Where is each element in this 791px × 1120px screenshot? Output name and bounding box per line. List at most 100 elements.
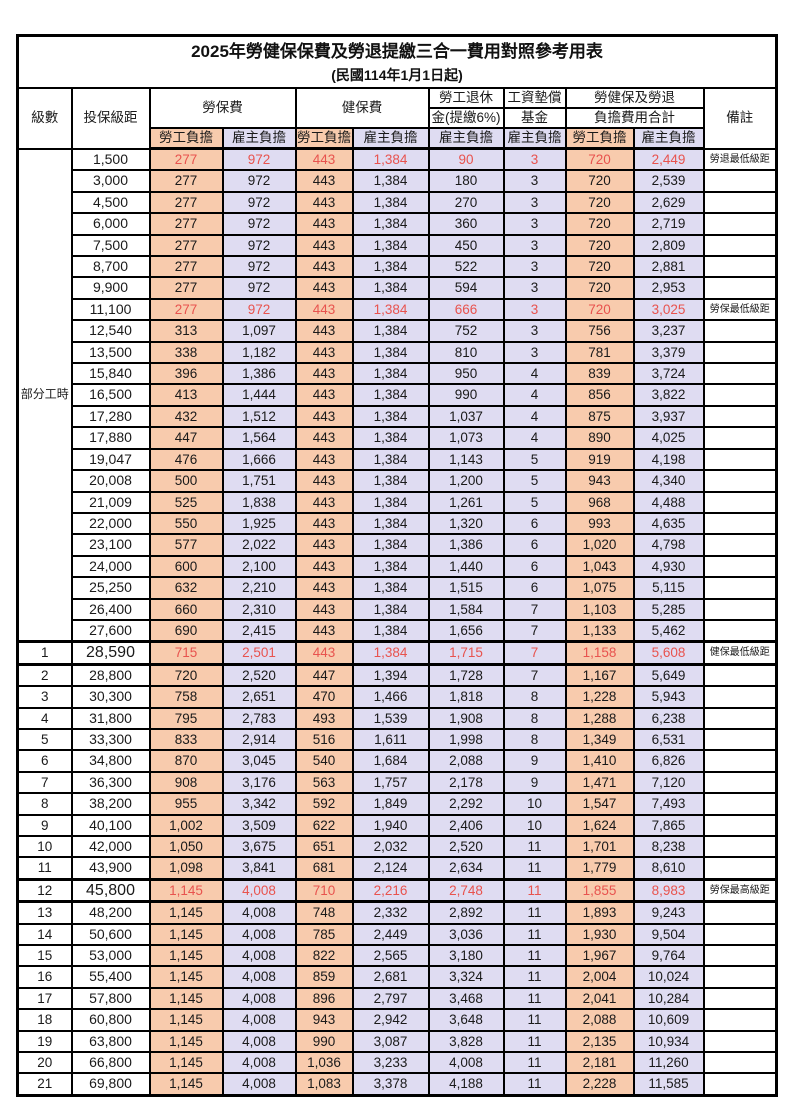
remark-cell bbox=[702, 533, 778, 557]
remark-cell bbox=[702, 276, 778, 300]
wage-fund-employer-cell: 11 bbox=[502, 1008, 567, 1032]
labor-fee-employee-cell: 550 bbox=[148, 511, 224, 536]
labor-fee-employee-cell: 1,145 bbox=[148, 900, 224, 925]
total-employee-cell: 1,020 bbox=[564, 533, 635, 557]
health-fee-employee-cell: 493 bbox=[294, 706, 354, 730]
remark-cell bbox=[702, 554, 778, 579]
wage-fund-employer-cell: 3 bbox=[502, 147, 567, 172]
wage-fund-employer-cell: 9 bbox=[502, 749, 567, 773]
labor-fee-employer-cell: 4,008 bbox=[221, 1051, 297, 1075]
labor-fee-employer-cell: 2,651 bbox=[221, 685, 297, 709]
header-total-line2: 負擔費用合計 bbox=[564, 107, 705, 129]
title-cell: 2025年勞健保保費及勞退提繳三合一費用對照參考用表 (民國114年1月1日起) bbox=[16, 34, 778, 89]
health-fee-employer-cell: 2,032 bbox=[351, 834, 430, 859]
table-row: 22,000 550 1,925 443 1,384 1,320 6 993 4,635 bbox=[18, 511, 778, 536]
part-time-label: 部分工時 bbox=[16, 147, 73, 643]
level-cell: 15 bbox=[16, 944, 73, 968]
total-employee-cell: 720 bbox=[564, 233, 635, 258]
remark-cell: 勞退最低級距 bbox=[702, 147, 778, 172]
remark-cell bbox=[702, 944, 778, 968]
table-row: 19,047 476 1,666 443 1,384 1,143 5 919 4,198 bbox=[18, 447, 778, 472]
header-wage-fund-line1: 工資墊償 bbox=[502, 87, 567, 109]
labor-fee-employer-cell: 972 bbox=[221, 147, 297, 172]
total-employee-cell: 1,893 bbox=[564, 900, 635, 925]
pension-employer-cell: 270 bbox=[427, 190, 505, 215]
total-employer-cell: 6,531 bbox=[632, 727, 705, 752]
labor-fee-employer-cell: 2,520 bbox=[221, 663, 297, 688]
bracket-cell: 15,840 bbox=[70, 362, 151, 386]
wage-fund-employer-cell: 5 bbox=[502, 469, 567, 493]
health-fee-employer-cell: 1,384 bbox=[351, 640, 430, 666]
remark-cell bbox=[702, 511, 778, 536]
remark-cell bbox=[702, 685, 778, 709]
health-fee-employer-cell: 1,384 bbox=[351, 212, 430, 236]
health-fee-employee-cell: 748 bbox=[294, 900, 354, 925]
health-fee-employer-cell: 1,384 bbox=[351, 147, 430, 172]
remark-cell bbox=[702, 255, 778, 279]
labor-fee-employee-cell: 525 bbox=[148, 490, 224, 514]
health-fee-employee-cell: 443 bbox=[294, 147, 354, 172]
health-fee-employee-cell: 1,036 bbox=[294, 1051, 354, 1075]
wage-fund-employer-cell: 11 bbox=[502, 922, 567, 947]
header-labor-insurance: 勞保費 bbox=[148, 87, 297, 129]
total-employer-cell: 7,120 bbox=[632, 770, 705, 795]
wage-fund-employer-cell: 3 bbox=[502, 340, 567, 365]
wage-fund-employer-cell: 11 bbox=[502, 856, 567, 881]
health-fee-employee-cell: 859 bbox=[294, 965, 354, 989]
total-employer-cell: 5,462 bbox=[632, 618, 705, 643]
total-employee-cell: 1,410 bbox=[564, 749, 635, 773]
bracket-cell: 45,800 bbox=[70, 877, 151, 904]
pension-employer-cell: 522 bbox=[427, 255, 505, 279]
labor-fee-employee-cell: 1,002 bbox=[148, 813, 224, 838]
labor-fee-employee-cell: 660 bbox=[148, 597, 224, 621]
wage-fund-employer-cell: 6 bbox=[502, 576, 567, 600]
total-employer-cell: 3,237 bbox=[632, 319, 705, 343]
total-employer-cell: 3,822 bbox=[632, 383, 705, 407]
header-health-insurance: 健保費 bbox=[294, 87, 430, 129]
pension-employer-cell: 180 bbox=[427, 169, 505, 193]
header-pension-employer: 雇主負擔 bbox=[427, 127, 505, 150]
health-fee-employee-cell: 443 bbox=[294, 426, 354, 450]
pension-employer-cell: 3,180 bbox=[427, 944, 505, 968]
labor-fee-employee-cell: 476 bbox=[148, 447, 224, 472]
level-cell: 18 bbox=[16, 1008, 73, 1032]
total-employer-cell: 2,449 bbox=[632, 147, 705, 172]
pension-employer-cell: 3,468 bbox=[427, 986, 505, 1011]
health-fee-employee-cell: 443 bbox=[294, 340, 354, 365]
premium-table: 2025年勞健保保費及勞退提繳三合一費用對照參考用表 (民國114年1月1日起)… bbox=[16, 34, 778, 1097]
labor-fee-employer-cell: 4,008 bbox=[221, 922, 297, 947]
labor-fee-employer-cell: 972 bbox=[221, 297, 297, 322]
total-employee-cell: 839 bbox=[564, 362, 635, 386]
labor-fee-employee-cell: 1,145 bbox=[148, 1051, 224, 1075]
labor-fee-employer-cell: 4,008 bbox=[221, 877, 297, 904]
health-fee-employer-cell: 1,940 bbox=[351, 813, 430, 838]
header-health-employer: 雇主負擔 bbox=[351, 127, 430, 150]
health-fee-employee-cell: 443 bbox=[294, 212, 354, 236]
table-row: 11 43,900 1,098 3,841 681 2,124 2,634 11 1,779 8,… bbox=[16, 856, 778, 881]
labor-fee-employee-cell: 833 bbox=[148, 727, 224, 752]
health-fee-employee-cell: 443 bbox=[294, 233, 354, 258]
table-row: 2 28,800 720 2,520 447 1,394 1,728 7 1,167 5,649 bbox=[16, 663, 778, 688]
health-fee-employee-cell: 1,083 bbox=[294, 1072, 354, 1097]
health-fee-employer-cell: 1,384 bbox=[351, 362, 430, 386]
bracket-cell: 22,000 bbox=[70, 511, 151, 536]
level-cell: 20 bbox=[16, 1051, 73, 1075]
labor-fee-employee-cell: 1,145 bbox=[148, 1008, 224, 1032]
table-row: 16 55,400 1,145 4,008 859 2,681 3,324 11 2,004 10… bbox=[16, 965, 778, 989]
bracket-cell: 6,000 bbox=[70, 212, 151, 236]
bracket-cell: 48,200 bbox=[70, 900, 151, 925]
pension-employer-cell: 1,728 bbox=[427, 663, 505, 688]
remark-cell bbox=[702, 986, 778, 1011]
pension-employer-cell: 1,073 bbox=[427, 426, 505, 450]
pension-employer-cell: 990 bbox=[427, 383, 505, 407]
header-total-line1: 勞健保及勞退 bbox=[564, 87, 705, 109]
health-fee-employer-cell: 1,611 bbox=[351, 727, 430, 752]
pension-employer-cell: 3,036 bbox=[427, 922, 505, 947]
header-remark: 備註 bbox=[702, 87, 778, 150]
bracket-cell: 33,300 bbox=[70, 727, 151, 752]
total-employer-cell: 4,198 bbox=[632, 447, 705, 472]
labor-fee-employee-cell: 277 bbox=[148, 276, 224, 300]
labor-fee-employer-cell: 972 bbox=[221, 233, 297, 258]
bracket-cell: 42,000 bbox=[70, 834, 151, 859]
bracket-cell: 11,100 bbox=[70, 297, 151, 322]
